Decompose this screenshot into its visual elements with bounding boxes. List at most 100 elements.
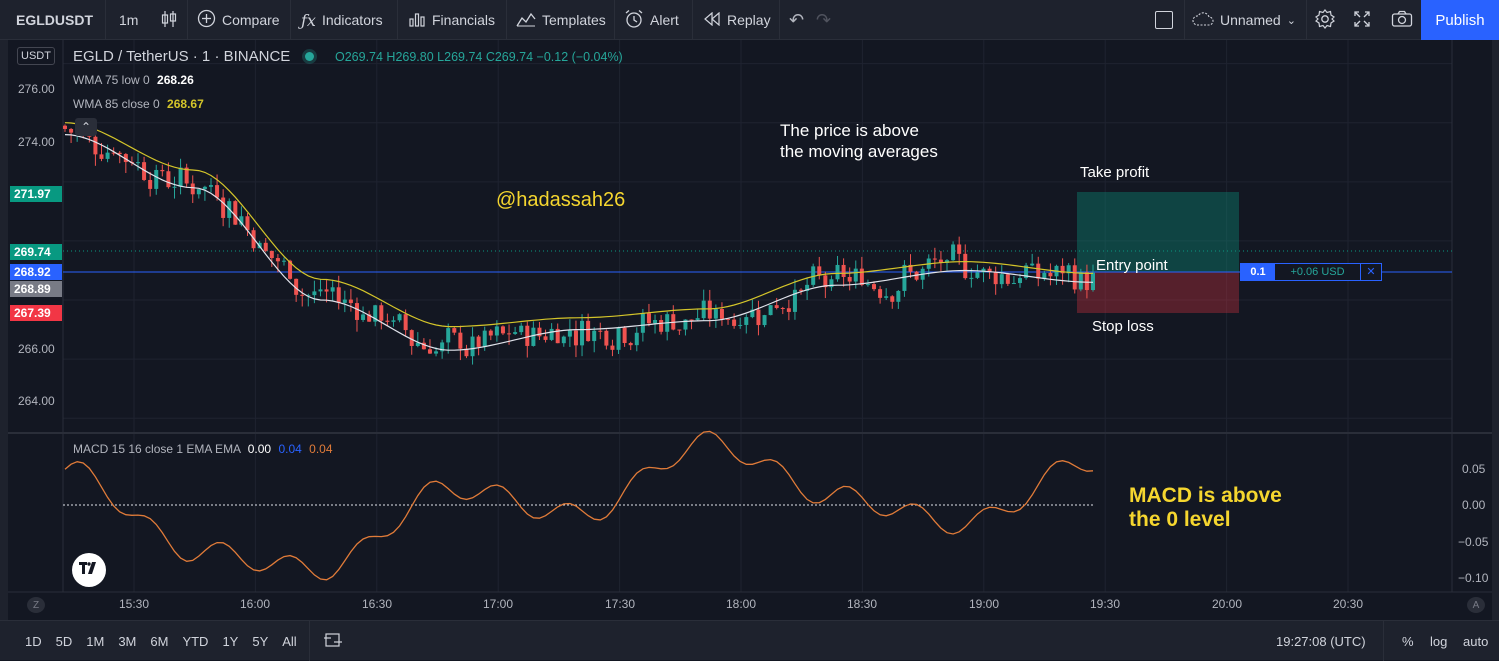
symbol-legend[interactable]: EGLD / TetherUS · 1 · BINANCE <box>73 48 290 65</box>
auto-scale-button[interactable]: auto <box>1463 621 1488 661</box>
candle-body <box>196 189 201 195</box>
range-button-1m[interactable]: 1M <box>86 633 105 649</box>
goto-date-button[interactable] <box>323 621 343 661</box>
fullscreen-button[interactable] <box>1353 0 1371 40</box>
candle-body <box>610 345 615 350</box>
candle-body <box>573 330 578 346</box>
watermark-handle: @hadassah26 <box>496 189 626 211</box>
range-button-all[interactable]: All <box>282 633 297 649</box>
range-button-1d[interactable]: 1D <box>25 633 42 649</box>
redo-button[interactable]: ↷ <box>816 0 831 40</box>
price-note: The price is above the moving averages <box>780 120 938 162</box>
candle-body <box>409 330 414 346</box>
candle-body <box>1060 265 1065 274</box>
candle-body <box>87 135 92 137</box>
candle-body <box>525 325 530 346</box>
price-tick-264: 264.00 <box>18 394 55 408</box>
templates-button[interactable]: Templates <box>516 0 606 40</box>
interval-button[interactable]: 1m <box>119 0 138 40</box>
candle-body <box>622 327 627 344</box>
financials-button[interactable]: Financials <box>408 0 495 40</box>
settings-button[interactable] <box>1314 0 1336 40</box>
candle-body <box>683 319 688 330</box>
range-button-5y[interactable]: 5Y <box>252 633 269 649</box>
candle-body <box>823 275 828 288</box>
macd-legend[interactable]: MACD 15 16 close 1 EMA EMA 0.00 0.04 0.0… <box>73 442 333 456</box>
candlestick-series <box>63 124 1095 365</box>
macd-line <box>64 430 1094 581</box>
macd-label: MACD 15 16 close 1 EMA EMA <box>73 442 241 456</box>
auto-scale-a-button[interactable]: A <box>1467 597 1485 613</box>
log-scale-button[interactable]: log <box>1430 621 1447 661</box>
range-button-1y[interactable]: 1Y <box>222 633 239 649</box>
candle-body <box>148 179 153 189</box>
candle-body <box>774 305 779 308</box>
candle-body <box>531 327 536 346</box>
wma-75-legend[interactable]: WMA 75 low 0 268.26 <box>73 73 194 87</box>
tradingview-logo[interactable] <box>72 553 106 587</box>
candle-body <box>604 330 609 346</box>
fullscreen-toggle-button[interactable] <box>1155 0 1173 40</box>
candle-body <box>975 272 980 278</box>
candle-body <box>500 326 505 334</box>
tv-logo-icon <box>79 561 99 579</box>
candle-body <box>598 330 603 332</box>
candle-body <box>464 348 469 357</box>
time-tick: 16:00 <box>239 597 271 611</box>
candle-body <box>239 216 244 225</box>
compare-label: Compare <box>222 12 280 28</box>
camera-icon <box>1391 10 1413 31</box>
chart-type-button[interactable] <box>160 0 178 40</box>
candle-body <box>707 300 712 319</box>
wma-85-legend[interactable]: WMA 85 close 0 268.67 <box>73 97 204 111</box>
percent-scale-button[interactable]: % <box>1402 621 1414 661</box>
candle-body <box>397 314 402 321</box>
alert-button[interactable]: Alert <box>624 0 679 40</box>
candle-body <box>142 162 147 180</box>
undo-button[interactable]: ↶ <box>789 0 804 40</box>
range-button-5d[interactable]: 5D <box>55 633 73 649</box>
publish-button[interactable]: Publish <box>1421 0 1499 40</box>
candle-body <box>768 305 773 316</box>
range-button-ytd[interactable]: YTD <box>182 633 209 649</box>
candle-body <box>653 319 658 324</box>
utc-clock-button[interactable]: 19:27:08 (UTC) <box>1276 621 1366 661</box>
range-button-6m[interactable]: 6M <box>150 633 169 649</box>
candle-body <box>1078 272 1083 290</box>
candle-body <box>318 289 323 292</box>
candle-body <box>677 329 682 331</box>
candle-body <box>561 336 566 344</box>
currency-badge[interactable]: USDT <box>17 47 55 65</box>
candle-body <box>269 250 274 259</box>
undo-icon: ↶ <box>789 9 805 30</box>
wma-85-line <box>64 122 1093 328</box>
candle-body <box>507 333 512 335</box>
layout-menu-button[interactable]: Unnamed ⌄ <box>1192 0 1296 40</box>
candle-body <box>853 268 858 282</box>
candle-body <box>799 289 804 291</box>
replay-button[interactable]: Replay <box>703 0 771 40</box>
log-label: log <box>1430 633 1448 649</box>
snapshot-button[interactable] <box>1391 0 1413 40</box>
candle-body <box>494 326 499 336</box>
candle-body <box>756 309 761 326</box>
candle-body <box>841 264 846 278</box>
position-tag[interactable]: 0.1 +0.06 USD ✕ <box>1240 263 1382 281</box>
macd-value-1: 0.00 <box>247 442 272 456</box>
candle-body <box>208 185 213 187</box>
compare-button[interactable]: Compare <box>197 0 280 40</box>
symbol-search-button[interactable]: EGLDUSDT <box>16 0 93 40</box>
close-position-icon[interactable]: ✕ <box>1360 264 1381 280</box>
collapse-legend-button[interactable]: ⌃ <box>75 118 97 136</box>
time-tick: 17:00 <box>482 597 514 611</box>
range-button-3m[interactable]: 3M <box>118 633 137 649</box>
candle-body <box>896 290 901 302</box>
candle-body <box>63 125 67 129</box>
position-pnl: +0.06 USD <box>1290 266 1345 278</box>
indicators-button[interactable]: ƒx Indicators <box>301 0 383 40</box>
candle-body <box>123 154 128 163</box>
candle-body <box>549 328 554 340</box>
candle-body <box>306 295 311 297</box>
timezone-z-button[interactable]: Z <box>27 597 45 613</box>
